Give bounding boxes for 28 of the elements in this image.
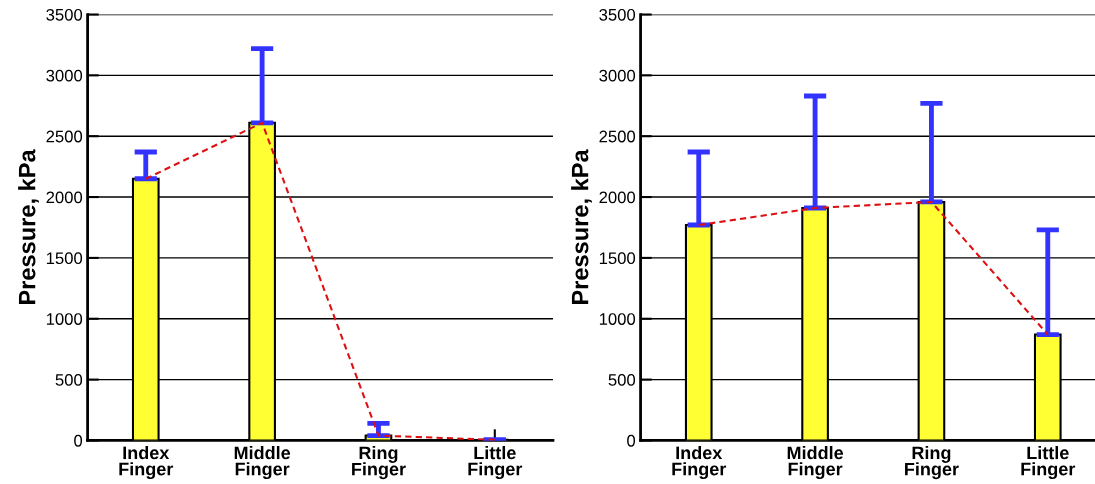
y-tick-label: 1500 — [599, 252, 636, 265]
y-tick-label: 3500 — [46, 8, 83, 21]
y-tick-label: 3500 — [599, 8, 636, 21]
x-tick-label: Middle Finger — [787, 446, 844, 480]
y-tick-label: 0 — [74, 434, 83, 447]
y-tick-label: 500 — [55, 374, 83, 386]
y-axis-title: Pressure, kPa — [571, 149, 592, 304]
y-tick-label: 3000 — [46, 69, 83, 82]
y-tick-label: 500 — [608, 374, 636, 386]
y-tick-label: 2000 — [599, 191, 636, 204]
x-tick-label: Ring Finger — [352, 446, 406, 480]
x-tick-label: Little Finger — [1021, 446, 1076, 480]
y-axis-title: Pressure, kPa — [18, 149, 39, 304]
x-tick-label: Index Finger — [672, 446, 727, 480]
line-series — [697, 200, 1049, 336]
y-tick-label: 3000 — [599, 69, 636, 82]
y-tick-label: 2500 — [46, 130, 83, 143]
y-tick-label: 0 — [627, 434, 636, 447]
y-tick-label: 1000 — [46, 313, 83, 325]
y-tick-label: 1500 — [46, 252, 83, 265]
x-tick-label: Ring Finger — [905, 446, 959, 480]
y-tick-label: 2000 — [46, 191, 83, 204]
y-tick-label: 1000 — [599, 313, 636, 325]
line-series — [144, 121, 496, 441]
x-tick-label: Middle Finger — [234, 446, 291, 480]
x-tick-label: Index Finger — [119, 446, 174, 480]
y-tick-label: 2500 — [599, 130, 636, 143]
x-tick-label: Little Finger — [468, 446, 523, 480]
